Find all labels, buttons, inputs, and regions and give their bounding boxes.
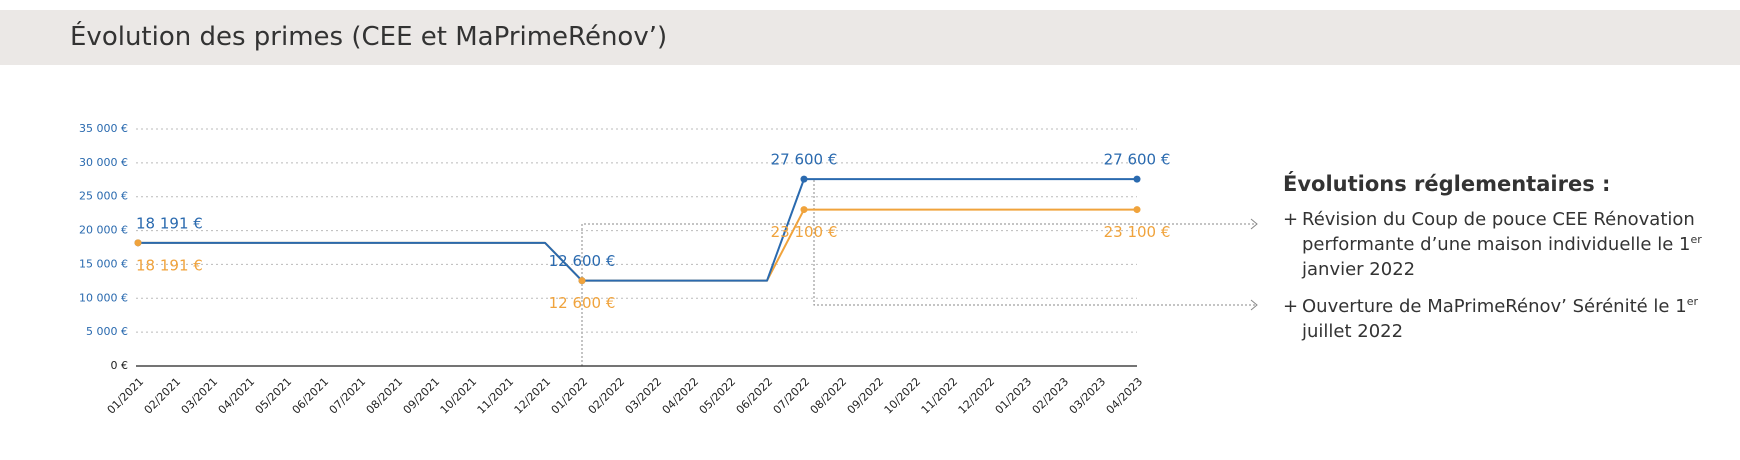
data-point: [134, 239, 142, 247]
x-tick-label: 10/2022: [882, 375, 924, 417]
header-band: [0, 10, 1740, 65]
note-text: Révision du Coup de pouce CEE Rénovation…: [1302, 209, 1695, 255]
x-tick-label: 09/2022: [845, 375, 887, 417]
x-tick-label: 11/2021: [475, 375, 517, 417]
x-tick-label: 04/2022: [660, 375, 702, 417]
data-point: [800, 175, 808, 183]
annotation-arrow: [1250, 299, 1258, 311]
sidebar-title: Évolutions réglementaires :: [1283, 172, 1611, 196]
data-point: [1133, 175, 1141, 183]
page-title: Évolution des primes (CEE et MaPrimeRéno…: [70, 22, 668, 52]
y-tick-label: 15 000 €: [79, 257, 128, 270]
x-tick-label: 11/2022: [919, 375, 961, 417]
note-text: Ouverture de MaPrimeRénov’ Sérénité le 1: [1302, 296, 1687, 317]
x-tick-label: 12/2022: [956, 375, 998, 417]
x-tick-label: 03/2021: [179, 375, 221, 417]
sidebar: Évolutions réglementaires : + Révision du…: [1283, 172, 1723, 356]
note: + Ouverture de MaPrimeRénov’ Sérénité le …: [1283, 294, 1723, 344]
y-tick-label: 0 €: [111, 359, 129, 372]
x-tick-label: 03/2023: [1067, 375, 1109, 417]
note: + Révision du Coup de pouce CEE Rénovatio…: [1283, 207, 1723, 282]
series-line: [138, 208, 1137, 282]
note-text: juillet 2022: [1302, 321, 1404, 342]
note-marker: +: [1283, 209, 1299, 230]
note-sup: er: [1686, 295, 1698, 308]
note-text: janvier 2022: [1302, 259, 1416, 280]
data-label: 23 100 €: [1104, 223, 1171, 241]
chart: 0 € 5 000 € 10 000 € 15 000 € 20 000 € 25 000…: [79, 122, 1258, 417]
y-tick-label: 35 000 €: [79, 122, 128, 135]
x-tick-label: 04/2021: [216, 375, 258, 417]
annotation-connector: [813, 180, 1257, 306]
x-tick-label: 08/2021: [364, 375, 406, 417]
data-label: 23 100 €: [771, 223, 838, 241]
data-point: [1133, 206, 1141, 214]
x-tick-label: 02/2021: [142, 375, 184, 417]
data-label: 27 600 €: [1104, 151, 1171, 169]
data-label: 12 600 €: [549, 294, 616, 312]
x-tick-label: 02/2022: [586, 375, 628, 417]
data-label: 12 600 €: [549, 252, 616, 270]
annotation-arrow: [1250, 218, 1258, 230]
x-tick-label: 02/2023: [1030, 375, 1072, 417]
note-sup: er: [1690, 233, 1702, 246]
x-tick-label: 05/2022: [697, 375, 739, 417]
y-tick-label: 10 000 €: [79, 291, 128, 304]
y-tick-label: 5 000 €: [86, 325, 128, 338]
x-tick-label: 12/2021: [512, 375, 554, 417]
x-tick-label: 06/2021: [290, 375, 332, 417]
x-tick-label: 01/2021: [105, 375, 147, 417]
x-tick-label: 06/2022: [734, 375, 776, 417]
x-tick-label: 04/2023: [1104, 375, 1146, 417]
annotation-connector: [581, 223, 1257, 366]
note-marker: +: [1283, 296, 1299, 317]
x-tick-label: 09/2021: [401, 375, 443, 417]
y-tick-label: 20 000 €: [79, 224, 128, 237]
data-label: 27 600 €: [771, 151, 838, 169]
data-label: 18 191 €: [136, 214, 203, 232]
x-tick-label: 01/2023: [993, 375, 1035, 417]
x-tick-label: 03/2022: [623, 375, 665, 417]
annotation-lines: [581, 180, 1258, 366]
series-line: [138, 178, 1137, 282]
data-point: [800, 206, 808, 214]
data-label: 18 191 €: [136, 256, 203, 274]
x-tick-label: 10/2021: [438, 375, 480, 417]
data-point: [578, 277, 586, 285]
y-tick-label: 30 000 €: [79, 156, 128, 169]
x-tick-label: 08/2022: [808, 375, 850, 417]
x-tick-label: 07/2022: [771, 375, 813, 417]
x-tick-label: 01/2022: [549, 375, 591, 417]
y-tick-label: 25 000 €: [79, 190, 128, 203]
x-tick-label: 05/2021: [253, 375, 295, 417]
x-tick-label: 07/2021: [327, 375, 369, 417]
